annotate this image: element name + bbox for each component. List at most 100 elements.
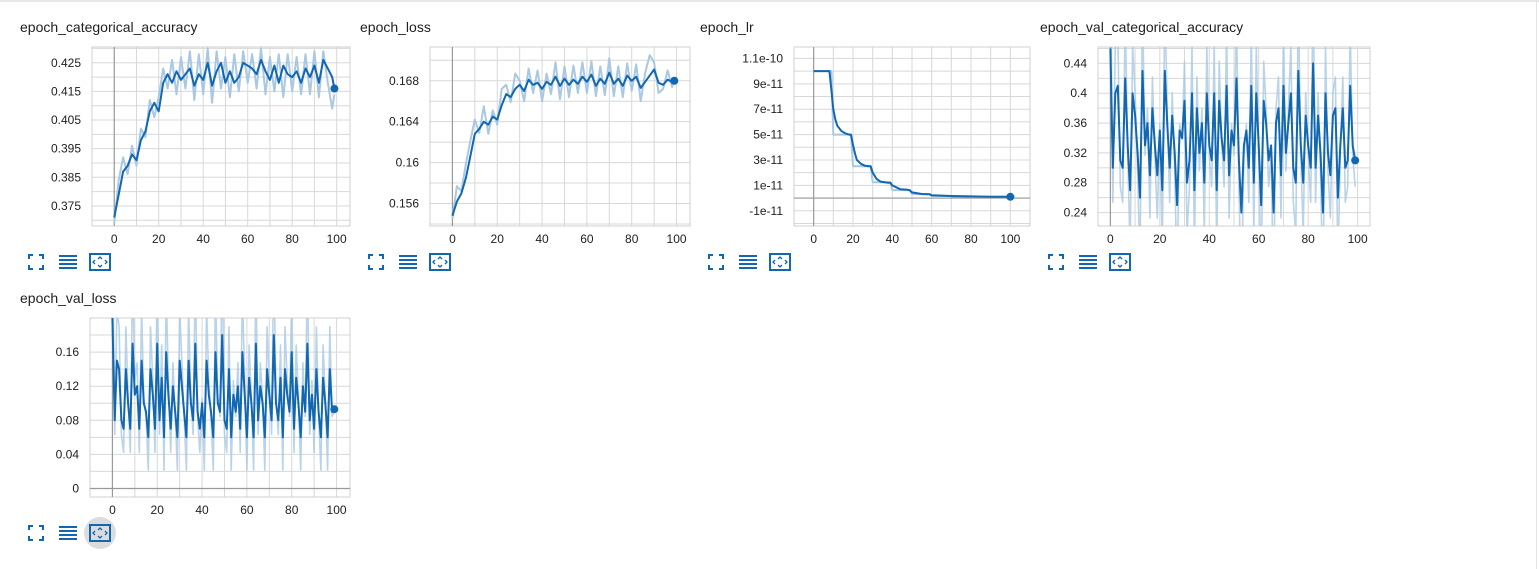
data-table-icon bbox=[1079, 255, 1097, 269]
fit-domain-button[interactable] bbox=[1109, 251, 1131, 273]
fit-domain-icon bbox=[429, 253, 451, 271]
raw-series-line bbox=[451, 54, 676, 219]
smoothed-series-line bbox=[111, 318, 336, 439]
x-tick-label: 60 bbox=[1252, 232, 1266, 246]
y-tick-label: 0.415 bbox=[51, 84, 81, 98]
y-tick-label: 0.164 bbox=[389, 115, 419, 129]
x-tick-label: 100 bbox=[327, 503, 347, 517]
fit-domain-button[interactable] bbox=[84, 517, 116, 549]
y-tick-label: 0.28 bbox=[1064, 176, 1088, 190]
y-tick-label: 0.44 bbox=[1064, 56, 1088, 70]
fit-domain-button[interactable] bbox=[769, 251, 791, 273]
plot-frame bbox=[91, 46, 351, 227]
chart-1: 0 20 40 60 80 100 0.156 0.16 0.164 0.168 bbox=[389, 46, 691, 246]
chart-3: 0 20 40 60 80 100 0.24 0.28 0.32 0.36 0.4 0.44 bbox=[1064, 46, 1371, 246]
y-tick-label: 0.16 bbox=[396, 156, 420, 170]
x-tick-label: 60 bbox=[241, 232, 255, 246]
raw-series-line bbox=[113, 47, 336, 224]
grid bbox=[91, 47, 350, 226]
y-tick-label: 0.32 bbox=[1064, 146, 1088, 160]
data-table-button[interactable] bbox=[57, 251, 79, 273]
x-tick-label: 60 bbox=[925, 232, 939, 246]
y-tick-label: -1e-11 bbox=[749, 204, 783, 218]
fit-domain-icon bbox=[89, 253, 111, 271]
x-tick-label: 20 bbox=[1153, 232, 1167, 246]
scrollbar-track[interactable] bbox=[1536, 0, 1537, 569]
y-tick-label: 0.156 bbox=[389, 196, 419, 210]
y-tick-label: 0.4 bbox=[1070, 86, 1087, 100]
y-tick-label: 5e-11 bbox=[753, 128, 783, 142]
x-tick-label: 0 bbox=[109, 503, 116, 517]
data-table-button[interactable] bbox=[737, 251, 759, 273]
x-tick-label: 0 bbox=[449, 232, 456, 246]
plot-frame bbox=[89, 317, 351, 498]
plot-frame bbox=[793, 46, 1031, 227]
last-point-marker bbox=[330, 84, 339, 93]
smoothed-series-line bbox=[813, 70, 1011, 198]
y-tick-label: 0.24 bbox=[1064, 206, 1088, 220]
plot-frame bbox=[429, 46, 691, 227]
fullscreen-button[interactable] bbox=[365, 251, 387, 273]
plot-area bbox=[111, 318, 336, 471]
plot-area bbox=[813, 70, 1011, 198]
plot-area bbox=[1109, 47, 1357, 226]
y-tick-label: 0.395 bbox=[51, 142, 81, 156]
y-tick-label: 0.168 bbox=[389, 74, 419, 88]
fit-domain-button[interactable] bbox=[429, 251, 451, 273]
fullscreen-icon bbox=[28, 525, 44, 541]
x-tick-label: 60 bbox=[240, 503, 254, 517]
data-table-button[interactable] bbox=[57, 522, 79, 544]
data-table-button[interactable] bbox=[1077, 251, 1099, 273]
top-border bbox=[0, 0, 1539, 2]
x-tick-label: 20 bbox=[151, 503, 165, 517]
fullscreen-button[interactable] bbox=[1045, 251, 1067, 273]
y-tick-label: 7e-11 bbox=[753, 102, 783, 116]
chart-title: epoch_val_loss bbox=[20, 290, 117, 306]
x-tick-label: 100 bbox=[667, 232, 687, 246]
x-tick-label: 40 bbox=[886, 232, 900, 246]
smoothed-series-line bbox=[113, 58, 336, 218]
y-tick-label: 1e-11 bbox=[753, 178, 783, 192]
y-tick-label: 0.08 bbox=[56, 413, 80, 427]
fit-domain-button[interactable] bbox=[89, 251, 111, 273]
x-tick-label: 0 bbox=[111, 232, 118, 246]
y-tick-label: 0.405 bbox=[51, 113, 81, 127]
x-tick-label: 80 bbox=[964, 232, 978, 246]
x-tick-label: 80 bbox=[285, 232, 299, 246]
last-point-marker bbox=[1006, 192, 1015, 201]
plot-frame bbox=[1097, 46, 1371, 227]
x-tick-label: 40 bbox=[195, 503, 209, 517]
plot-area bbox=[451, 54, 676, 219]
data-table-icon bbox=[399, 255, 417, 269]
x-tick-label: 20 bbox=[846, 232, 860, 246]
x-tick-label: 60 bbox=[580, 232, 594, 246]
fullscreen-button[interactable] bbox=[25, 251, 47, 273]
chart-title: epoch_loss bbox=[360, 19, 431, 35]
fullscreen-button[interactable] bbox=[705, 251, 727, 273]
y-tick-label: 0.16 bbox=[56, 345, 80, 359]
y-tick-label: 0.385 bbox=[51, 170, 81, 184]
fullscreen-icon bbox=[28, 254, 44, 270]
x-tick-label: 0 bbox=[1107, 232, 1114, 246]
fullscreen-button[interactable] bbox=[25, 522, 47, 544]
x-tick-label: 40 bbox=[535, 232, 549, 246]
last-point-marker bbox=[1351, 156, 1360, 165]
x-tick-label: 0 bbox=[810, 232, 817, 246]
y-tick-label: 1.1e-10 bbox=[742, 51, 783, 65]
chart-title: epoch_val_categorical_accuracy bbox=[1040, 19, 1244, 35]
x-tick-label: 40 bbox=[1203, 232, 1217, 246]
raw-series-line bbox=[1110, 47, 1356, 226]
smoothed-series-line bbox=[1109, 48, 1357, 214]
y-tick-label: 0 bbox=[72, 481, 79, 495]
fit-domain-icon bbox=[89, 524, 111, 542]
x-tick-label: 80 bbox=[285, 503, 299, 517]
x-tick-label: 100 bbox=[1000, 232, 1020, 246]
chart-0: 0 20 40 60 80 100 0.375 0.385 0.395 0.405 0.415 0.4… bbox=[51, 46, 351, 246]
data-table-button[interactable] bbox=[397, 251, 419, 273]
fit-domain-icon bbox=[1109, 253, 1131, 271]
x-tick-label: 40 bbox=[197, 232, 211, 246]
y-tick-label: 3e-11 bbox=[753, 153, 783, 167]
fullscreen-icon bbox=[368, 254, 384, 270]
y-tick-label: 0.12 bbox=[56, 379, 80, 393]
